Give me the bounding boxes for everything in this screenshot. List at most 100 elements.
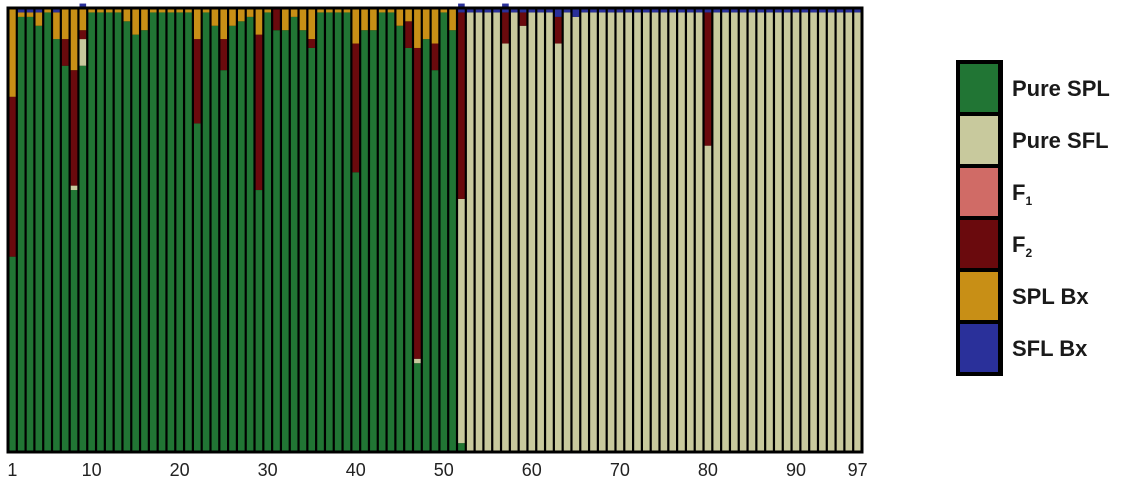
bar-segment-pure-sfl-72 <box>634 12 641 452</box>
bar-segment-pure-spl-22 <box>193 123 201 452</box>
bar-segment-pure-spl-38 <box>334 12 342 452</box>
bar-segment-sfl-bx-75 <box>660 8 668 13</box>
bar-segment-pure-sfl-80 <box>704 145 712 452</box>
bar-segment-pure-sfl-83 <box>731 12 738 452</box>
bar-segment-pure-spl-4 <box>35 25 43 452</box>
bar-segment-sfl-bx-73 <box>643 8 650 13</box>
bar-segment-spl-bx-35 <box>308 8 316 40</box>
bar-segment-pure-spl-15 <box>132 34 139 452</box>
bar-segment-sfl-bx-88 <box>775 8 782 13</box>
x-tick-label-1: 1 <box>7 460 17 480</box>
legend-label-f2: F2 <box>1012 232 1032 260</box>
bar-segment-pure-spl-13 <box>114 12 122 452</box>
bar-segment-spl-bx-45 <box>396 8 404 26</box>
bar-segment-spl-bx-4 <box>35 12 43 26</box>
bar-segment-pure-sfl-95 <box>836 12 844 452</box>
bar-segment-pure-spl-28 <box>246 16 254 452</box>
legend-label-f1: F1 <box>1012 180 1032 208</box>
bar-segment-pure-spl-17 <box>149 12 157 452</box>
bar-segment-pure-sfl-61 <box>537 12 544 452</box>
bar-segment-sfl-bx-53 <box>466 8 474 13</box>
bar-segment-spl-bx-44 <box>387 8 395 13</box>
bar-segment-sfl-bx-61 <box>537 8 544 13</box>
bar-segment-sfl-bx-58 <box>510 8 518 13</box>
bar-segment-spl-bx-3 <box>26 12 34 17</box>
bar-segment-pure-sfl-73 <box>643 12 650 452</box>
bar-segment-pure-sfl-52 <box>458 198 465 444</box>
bar-segment-pure-sfl-84 <box>739 12 747 452</box>
bar-segment-sfl-bx-91 <box>801 8 809 13</box>
bar-segment-spl-bx-11 <box>97 8 104 13</box>
bar-segment-pure-spl-30 <box>264 12 272 452</box>
bar-segment-pure-sfl-93 <box>819 12 826 452</box>
bar-segment-spl-bx-10 <box>88 8 95 13</box>
legend-label-pure-spl: Pure SPL <box>1012 76 1110 101</box>
bar-segment-pure-sfl-54 <box>475 12 483 452</box>
bar-segment-pure-spl-33 <box>290 16 298 452</box>
bar-segment-pure-sfl-55 <box>484 12 492 452</box>
bar-segment-pure-sfl-56 <box>493 12 500 452</box>
bar-segment-sfl-bx-92 <box>810 8 817 13</box>
bar-segment-spl-bx-34 <box>299 8 307 31</box>
bar-segment-sfl-bx-85 <box>748 8 756 13</box>
bar-segment-f2-7 <box>61 39 69 66</box>
bar-segment-spl-bx-26 <box>229 8 236 26</box>
bar-segment-pure-sfl-8 <box>70 185 78 191</box>
bar-segment-f2-22 <box>193 39 201 124</box>
bar-segment-spl-bx-36 <box>317 8 324 13</box>
bar-segment-spl-bx-15 <box>132 8 139 35</box>
bar-segment-pure-sfl-47 <box>414 358 421 364</box>
x-tick-label-60: 60 <box>522 460 542 480</box>
bar-segment-remainder-6 <box>53 8 60 13</box>
bar-segment-spl-bx-14 <box>123 8 131 22</box>
bar-segment-pure-sfl-81 <box>713 12 721 452</box>
bar-segment-pure-spl-32 <box>282 30 289 452</box>
bar-segment-pure-spl-8 <box>70 190 78 453</box>
bar-segment-spl-bx-46 <box>405 8 412 22</box>
bar-segment-f2-49 <box>431 43 439 71</box>
bar-segment-pure-sfl-92 <box>810 12 817 452</box>
bar-segment-spl-bx-1 <box>9 8 16 97</box>
bar-segment-sfl-bx-66 <box>581 8 588 13</box>
bar-segment-spl-bx-7 <box>61 8 69 40</box>
bar-segment-pure-sfl-79 <box>695 12 703 452</box>
bar-segment-spl-bx-38 <box>334 8 342 13</box>
bar-segment-sfl-bx-83 <box>731 8 738 13</box>
legend-swatch-pure-spl <box>960 64 998 112</box>
legend-label-pure-sfl: Pure SFL <box>1012 128 1109 153</box>
bar-segment-f2-40 <box>352 43 360 173</box>
bar-segment-pure-sfl-58 <box>510 12 518 452</box>
bar-segment-pure-spl-51 <box>449 30 456 452</box>
bar-segment-pure-spl-21 <box>185 12 192 452</box>
bar-segment-pure-sfl-87 <box>766 12 773 452</box>
bar-segment-spl-bx-9 <box>79 8 87 31</box>
bar-segment-pure-spl-23 <box>202 12 210 452</box>
bar-segment-spl-bx-21 <box>185 8 192 13</box>
x-tick-label-10: 10 <box>82 460 102 480</box>
bar-segment-spl-bx-39 <box>343 8 351 13</box>
bar-segment-sfl-bx-97 <box>854 8 861 13</box>
bar-segment-sfl-bx-72 <box>634 8 641 13</box>
bar-segment-pure-sfl-63 <box>554 43 562 453</box>
bar-segment-f2-31 <box>273 8 280 31</box>
bar-segment-pure-spl-50 <box>440 12 448 452</box>
bar-segment-pure-spl-46 <box>405 47 412 453</box>
bar-segment-sfl-bx-65 <box>572 8 580 17</box>
bar-segment-spl-bx-24 <box>211 8 219 26</box>
bar-segment-spl-bx-47 <box>414 8 421 48</box>
bar-segment-pure-spl-19 <box>167 12 175 452</box>
bar-segment-spl-bx-17 <box>149 8 157 13</box>
bar-segment-spl-bx-12 <box>105 8 113 13</box>
bar-segment-pure-spl-37 <box>326 12 333 452</box>
bar-segment-pure-spl-29 <box>255 190 263 453</box>
bar-segment-pure-spl-24 <box>211 25 219 452</box>
bar-segment-f2-46 <box>405 21 412 48</box>
bar-segment-spl-bx-28 <box>246 8 254 17</box>
x-axis: 1 10 20 30 40 50 60 70 80 90 97 <box>7 460 867 480</box>
bar-segment-sfl-bx-96 <box>845 8 853 13</box>
bar-segment-pure-spl-12 <box>105 12 113 452</box>
bar-segment-sfl-bx-84 <box>739 8 747 13</box>
bar-segment-pure-spl-20 <box>176 12 183 452</box>
legend-swatch-f2 <box>960 220 998 268</box>
bar-segment-pure-sfl-96 <box>845 12 853 452</box>
